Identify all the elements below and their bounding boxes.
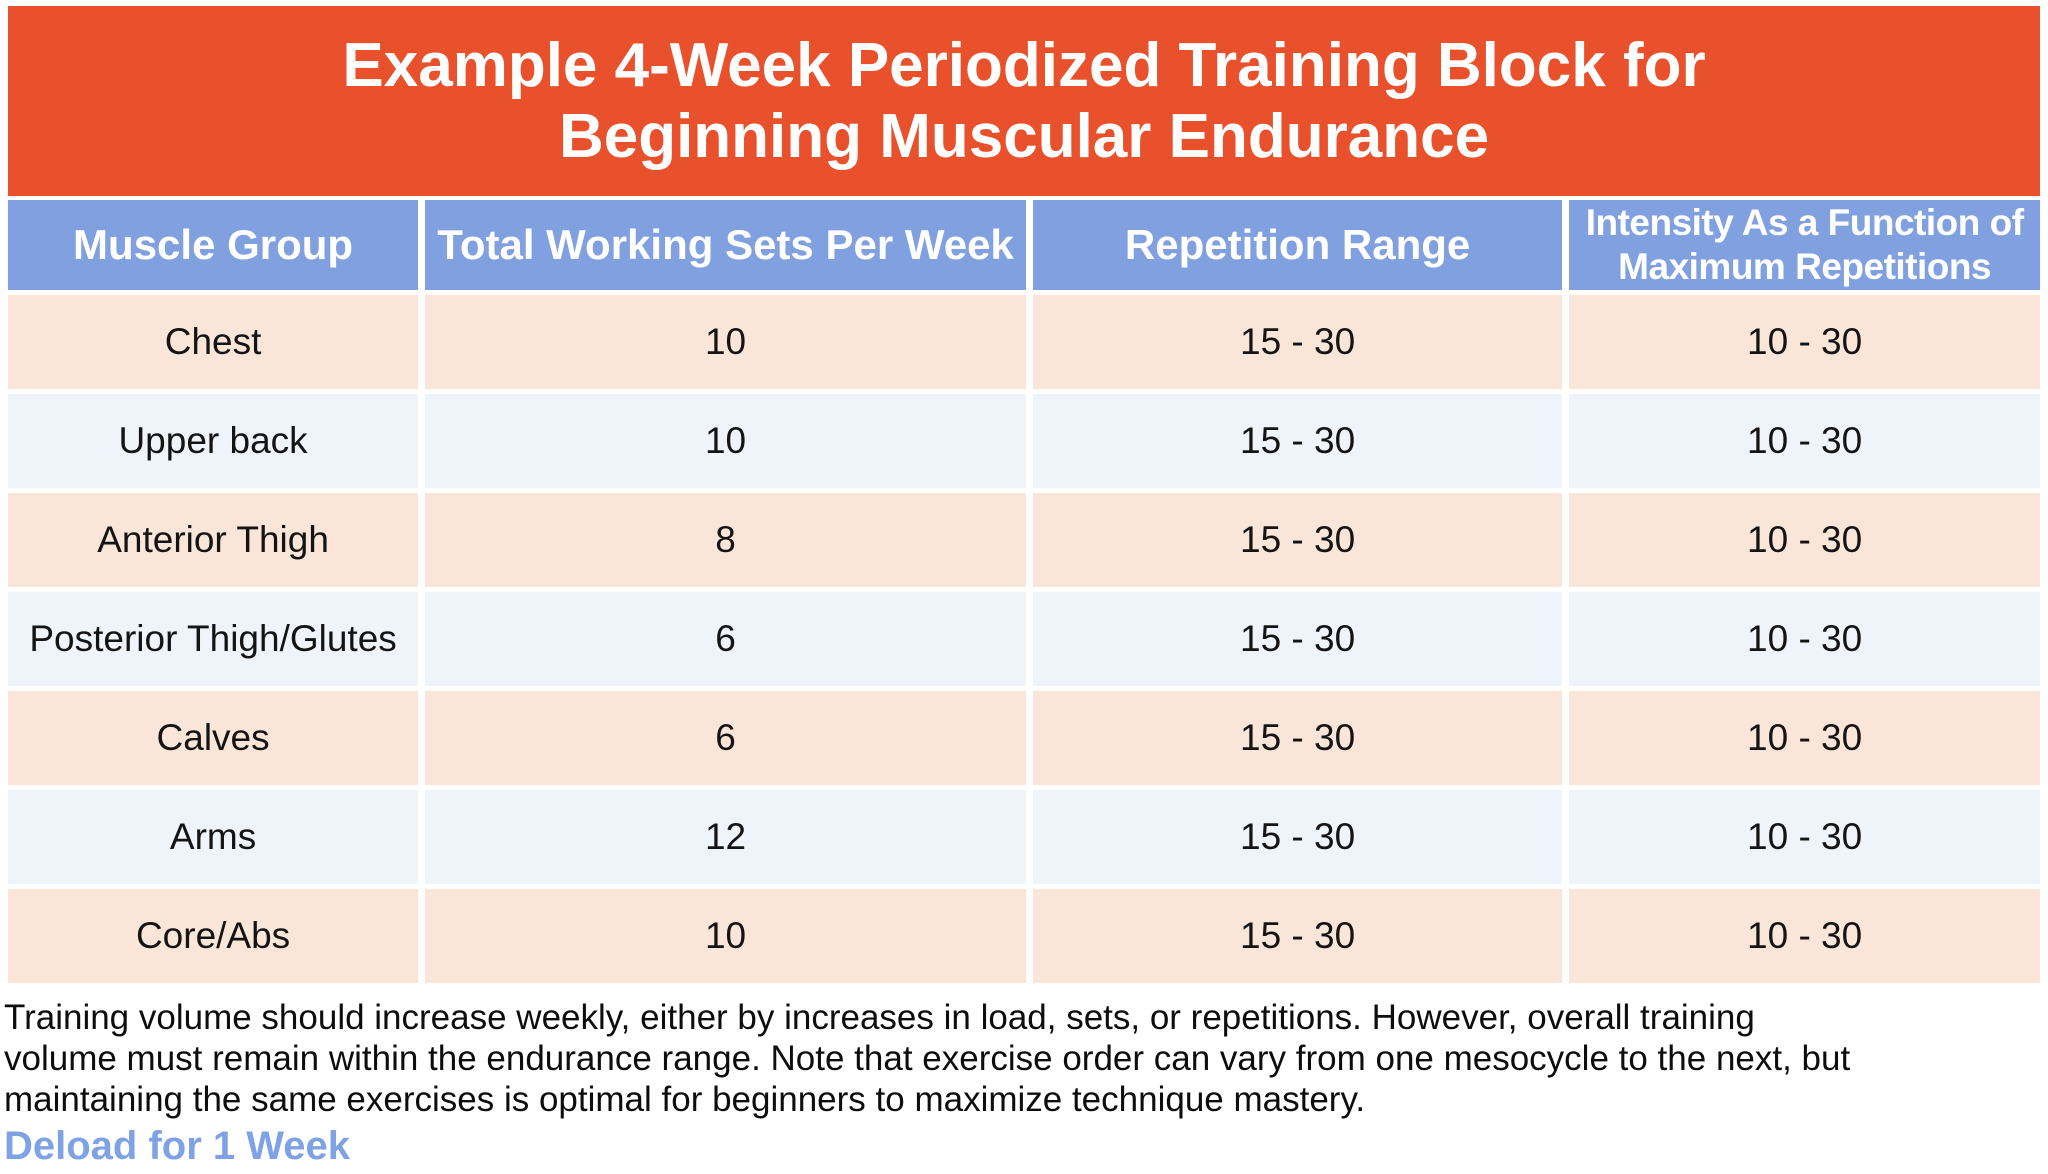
column-header-intensity: Intensity As a Function of Maximum Repet… bbox=[1569, 200, 2040, 290]
cell-total-working-sets: 10 bbox=[425, 394, 1026, 488]
cell-muscle-group: Calves bbox=[8, 691, 419, 785]
training-volume-note: Training volume should increase weekly, … bbox=[4, 998, 1851, 1119]
cell-intensity: 10 - 30 bbox=[1569, 691, 2040, 785]
training-table: Muscle Group Total Working Sets Per Week… bbox=[8, 200, 2040, 983]
cell-repetition-range: 15 - 30 bbox=[1032, 790, 1563, 884]
cell-muscle-group: Posterior Thigh/Glutes bbox=[8, 592, 419, 686]
cell-repetition-range: 15 - 30 bbox=[1032, 394, 1563, 488]
column-header-muscle-group: Muscle Group bbox=[8, 200, 419, 290]
cell-total-working-sets: 6 bbox=[425, 691, 1026, 785]
cell-intensity: 10 - 30 bbox=[1569, 790, 2040, 884]
cell-total-working-sets: 8 bbox=[425, 493, 1026, 587]
cell-intensity: 10 - 30 bbox=[1569, 493, 2040, 587]
cell-intensity: 10 - 30 bbox=[1569, 592, 2040, 686]
cell-muscle-group: Upper back bbox=[8, 394, 419, 488]
cell-intensity: 10 - 30 bbox=[1569, 295, 2040, 389]
cell-repetition-range: 15 - 30 bbox=[1032, 493, 1563, 587]
cell-intensity: 10 - 30 bbox=[1569, 394, 2040, 488]
cell-muscle-group: Arms bbox=[8, 790, 419, 884]
page-title: Example 4-Week Periodized Training Block… bbox=[342, 31, 1706, 171]
deload-note: Deload for 1 Week bbox=[4, 1124, 351, 1168]
cell-repetition-range: 15 - 30 bbox=[1032, 889, 1563, 983]
cell-muscle-group: Chest bbox=[8, 295, 419, 389]
cell-total-working-sets: 6 bbox=[425, 592, 1026, 686]
footer-notes: Training volume should increase weekly, … bbox=[4, 997, 2040, 1169]
title-banner: Example 4-Week Periodized Training Block… bbox=[8, 6, 2040, 196]
cell-muscle-group: Anterior Thigh bbox=[8, 493, 419, 587]
cell-total-working-sets: 12 bbox=[425, 790, 1026, 884]
column-header-repetition-range: Repetition Range bbox=[1032, 200, 1563, 290]
cell-total-working-sets: 10 bbox=[425, 889, 1026, 983]
cell-intensity: 10 - 30 bbox=[1569, 889, 2040, 983]
cell-repetition-range: 15 - 30 bbox=[1032, 592, 1563, 686]
cell-repetition-range: 15 - 30 bbox=[1032, 295, 1563, 389]
cell-muscle-group: Core/Abs bbox=[8, 889, 419, 983]
cell-total-working-sets: 10 bbox=[425, 295, 1026, 389]
cell-repetition-range: 15 - 30 bbox=[1032, 691, 1563, 785]
column-header-total-working-sets: Total Working Sets Per Week bbox=[425, 200, 1026, 290]
